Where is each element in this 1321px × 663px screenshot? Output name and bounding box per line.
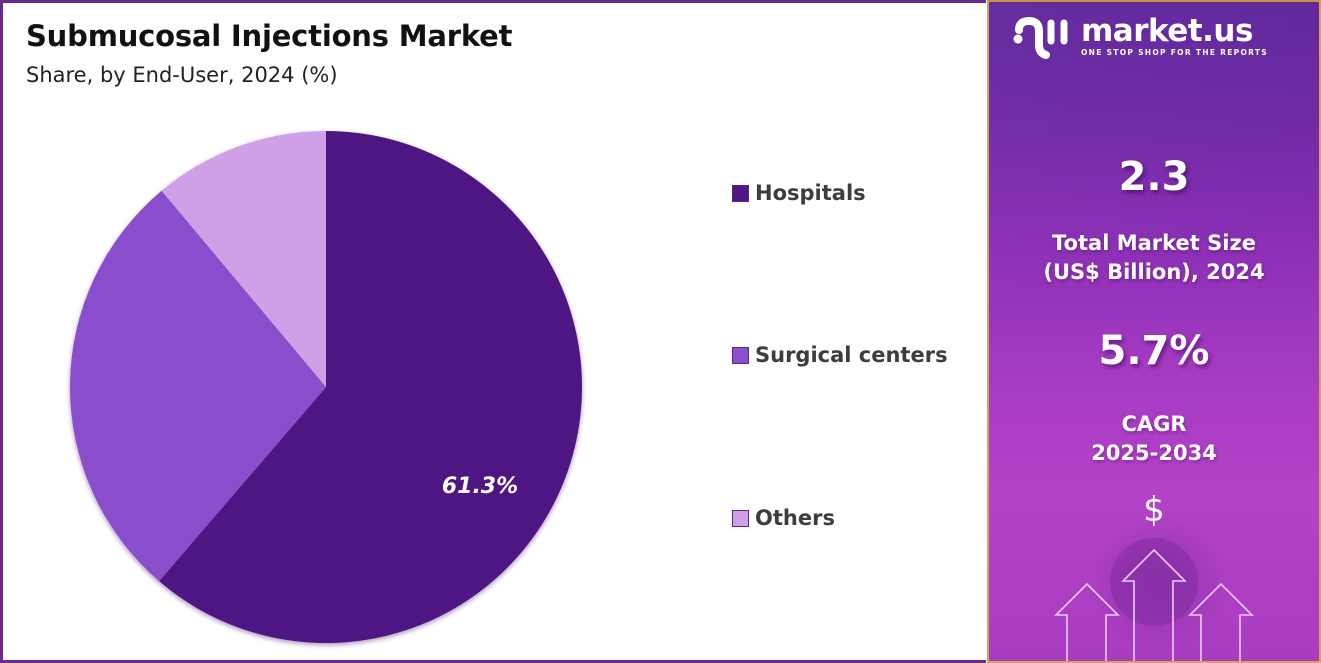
market-size-value: 2.3 <box>1118 154 1190 200</box>
market-us-logo-icon <box>1013 16 1068 59</box>
summary-panel: market.us ONE STOP SHOP FOR THE REPORTS … <box>987 0 1321 663</box>
cagr-value: 5.7% <box>1098 328 1210 374</box>
legend-item-surgical-centers[interactable]: Surgical centers <box>732 343 948 367</box>
chart-subtitle: Share, by End-User, 2024 (%) <box>26 63 338 87</box>
legend-swatch-surgical-centers <box>732 346 749 364</box>
market-size-label-line2: (US$ Billion), 2024 <box>1043 260 1265 284</box>
market-size-label-line1: Total Market Size <box>1052 231 1256 255</box>
pie-slice-others[interactable] <box>161 131 326 387</box>
legend-item-others[interactable]: Others <box>732 506 835 530</box>
pie-slice-surgical-centers[interactable] <box>70 190 326 582</box>
chart-title: Submucosal Injections Market <box>26 19 513 53</box>
legend-label: Hospitals <box>755 181 866 205</box>
legend-label: Others <box>755 506 835 530</box>
legend-swatch-hospitals <box>732 184 749 202</box>
logo-name: market.us <box>1081 13 1253 49</box>
logo-tagline: ONE STOP SHOP FOR THE REPORTS <box>1081 48 1268 57</box>
brand-logo[interactable]: market.us ONE STOP SHOP FOR THE REPORTS <box>1013 15 1268 61</box>
pie-slice-hospitals[interactable] <box>159 131 583 643</box>
legend-item-hospitals[interactable]: Hospitals <box>732 181 866 205</box>
cagr-label-line2: 2025-2034 <box>1091 441 1217 465</box>
legend-swatch-others <box>732 509 749 527</box>
pie-chart: 61.3% <box>70 131 583 643</box>
pie-label-hospitals: 61.3% <box>442 474 518 499</box>
dollar-icon: $ <box>1143 490 1165 530</box>
legend-label: Surgical centers <box>755 343 948 367</box>
cagr-label-line1: CAGR <box>1121 412 1187 436</box>
growth-arrows-icon <box>1054 538 1254 661</box>
